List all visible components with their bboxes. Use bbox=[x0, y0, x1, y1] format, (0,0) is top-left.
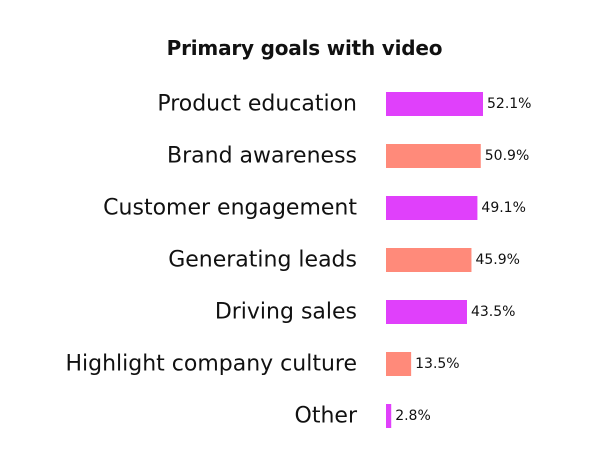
bar bbox=[386, 144, 481, 168]
bar bbox=[386, 196, 478, 220]
value-label: 13.5% bbox=[415, 356, 459, 372]
value-label: 49.1% bbox=[481, 200, 525, 216]
category-label: Other bbox=[295, 404, 358, 429]
category-label: Product education bbox=[157, 92, 357, 117]
bar bbox=[386, 248, 472, 272]
value-label: 45.9% bbox=[475, 252, 519, 268]
bar bbox=[386, 352, 412, 376]
category-label: Highlight company culture bbox=[65, 352, 357, 377]
value-label: 50.9% bbox=[485, 148, 529, 164]
category-label: Customer engagement bbox=[103, 196, 357, 221]
bar bbox=[386, 404, 392, 428]
bar bbox=[386, 92, 483, 116]
category-label: Generating leads bbox=[168, 248, 357, 273]
value-label: 2.8% bbox=[395, 408, 431, 424]
category-label: Brand awareness bbox=[167, 144, 357, 169]
value-label: 43.5% bbox=[471, 304, 515, 320]
value-label: 52.1% bbox=[487, 96, 531, 112]
chart-title: Primary goals with video bbox=[166, 36, 443, 60]
category-label: Driving sales bbox=[215, 300, 357, 325]
bar bbox=[386, 300, 467, 324]
